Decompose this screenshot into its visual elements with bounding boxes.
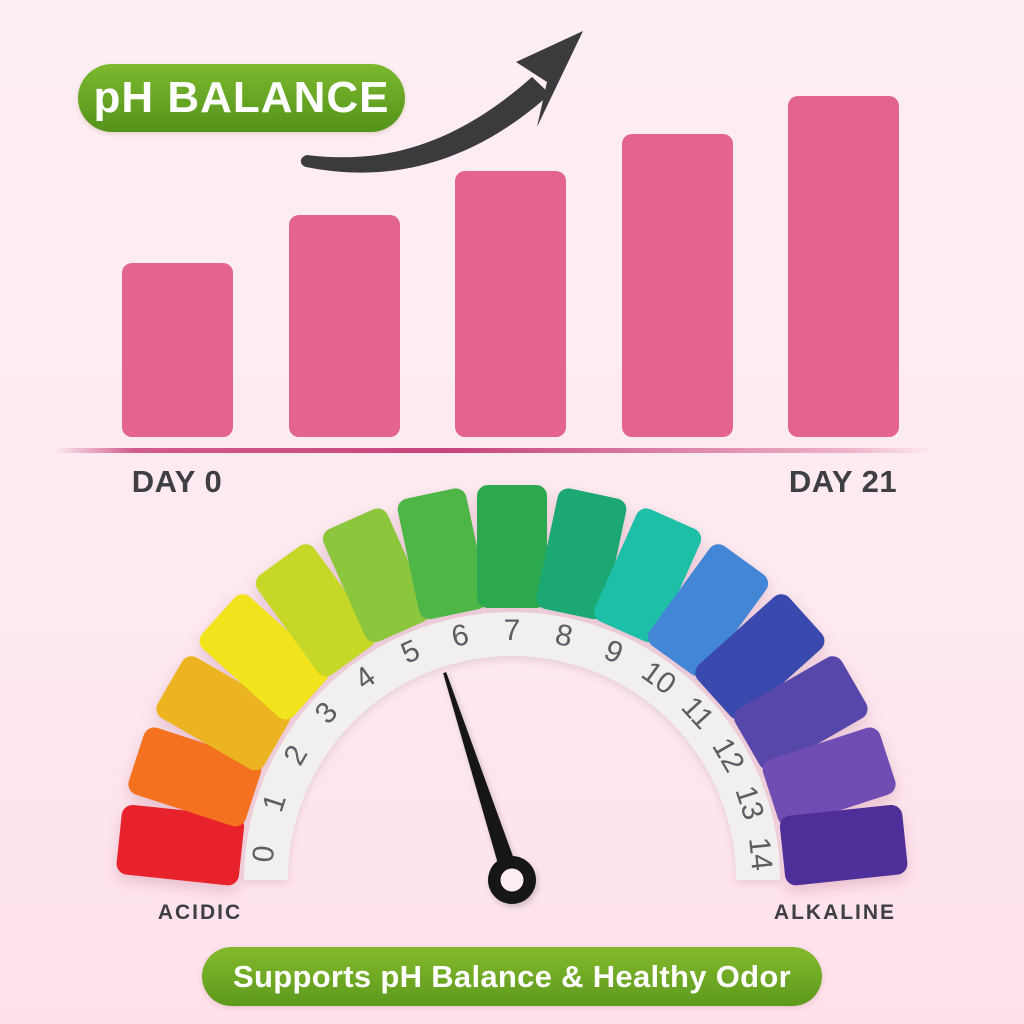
- gauge-segment-0: [116, 804, 245, 886]
- x-axis-label-day0: DAY 0: [131, 464, 223, 499]
- bar-4: [788, 96, 899, 437]
- trend-arrow-head: [516, 31, 583, 127]
- gauge-segment-13: [762, 727, 896, 827]
- bar-2: [455, 171, 566, 437]
- gauge-segment-12: [734, 656, 868, 771]
- gauge-tick-14: 14: [742, 836, 778, 873]
- gauge-tick-8: 8: [552, 618, 575, 654]
- gauge-segment-9: [594, 508, 702, 643]
- gauge-tick-0: 0: [247, 844, 282, 864]
- gauge-segment-7: [477, 485, 547, 608]
- gauge-segment-11: [695, 594, 825, 720]
- gauge-needle: [443, 672, 536, 904]
- gauge-segment-10: [647, 544, 769, 677]
- acidic-label: ACIDIC: [157, 901, 243, 924]
- footer-claim-text: Supports pH Balance & Healthy Odor: [233, 958, 791, 994]
- footer-claim-pill: Supports pH Balance & Healthy Odor: [202, 947, 822, 1006]
- ph-balance-badge: pH BALANCE: [78, 64, 405, 132]
- gauge-segment-3: [199, 594, 329, 720]
- gauge-segments: [116, 485, 908, 886]
- needle-hub-center: [500, 868, 524, 892]
- needle-pointer: [443, 672, 521, 883]
- gauge-segment-8: [536, 488, 627, 620]
- bar-1: [288, 215, 400, 437]
- x-axis-label-day21: DAY 21: [788, 464, 898, 499]
- alkaline-label: ALKALINE: [773, 901, 897, 924]
- gauge-tick-6: 6: [449, 618, 472, 654]
- gauge-tick-7: 7: [504, 614, 521, 647]
- gauge-segment-2: [156, 656, 290, 771]
- chart-baseline: [55, 448, 935, 453]
- gauge-segment-14: [779, 804, 908, 886]
- bar-3: [621, 134, 733, 437]
- bar-0: [122, 263, 233, 437]
- gauge-segment-4: [255, 544, 377, 677]
- ph-balance-badge-label: pH BALANCE: [93, 73, 390, 122]
- gauge-ring: [244, 612, 780, 880]
- gauge-segment-6: [397, 488, 488, 620]
- gauge-segment-5: [322, 508, 430, 643]
- trend-arrow-shaft: [300, 77, 550, 173]
